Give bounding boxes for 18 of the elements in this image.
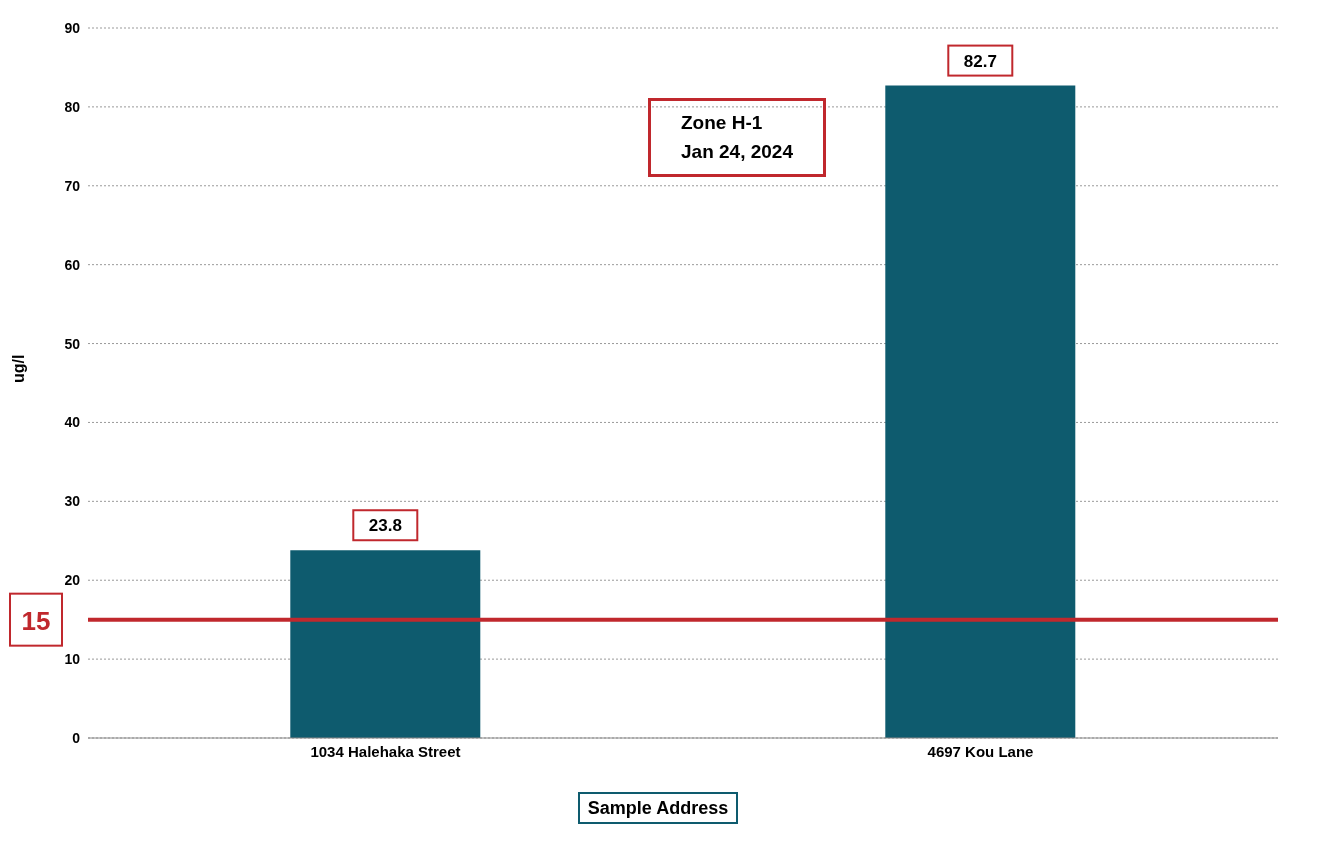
x-axis-title: Sample Address bbox=[577, 792, 739, 824]
y-axis-title: ug/l bbox=[9, 354, 27, 383]
annotation: Zone H-1 Jan 24, 2024 bbox=[648, 98, 826, 177]
y-tick-label: 20 bbox=[64, 572, 81, 589]
y-tick-label: 10 bbox=[64, 651, 81, 668]
data-label: 23.8 bbox=[368, 516, 402, 536]
y-tick-label: 90 bbox=[64, 19, 81, 36]
y-tick-label: 80 bbox=[64, 98, 81, 115]
y-tick-label: 70 bbox=[64, 177, 81, 194]
y-tick-label: 50 bbox=[64, 335, 81, 352]
y-tick-label: 60 bbox=[64, 256, 81, 273]
ref-line-label: 15 bbox=[21, 605, 51, 636]
data-label: 82.7 bbox=[963, 51, 997, 71]
x-tick-label: 4697 Kou Lane bbox=[927, 742, 1034, 760]
y-tick-label: 30 bbox=[64, 493, 81, 510]
y-tick-label: 40 bbox=[64, 414, 81, 431]
x-tick-label: 1034 Halehaka Street bbox=[310, 742, 461, 760]
y-tick-label: 0 bbox=[72, 729, 81, 746]
